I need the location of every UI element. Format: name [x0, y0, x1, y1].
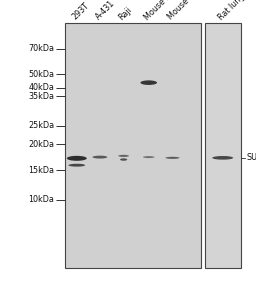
Text: A-431: A-431 [93, 0, 116, 22]
Ellipse shape [92, 156, 107, 158]
Bar [205, 23, 241, 268]
Text: 20kDa: 20kDa [28, 140, 55, 149]
Text: 15kDa: 15kDa [28, 166, 55, 175]
Text: 50kDa: 50kDa [28, 70, 55, 79]
Ellipse shape [69, 164, 85, 167]
Text: 70kDa: 70kDa [28, 44, 55, 53]
Text: Mouse lung: Mouse lung [142, 0, 181, 22]
Ellipse shape [67, 156, 87, 161]
Text: Rat lung: Rat lung [216, 0, 246, 22]
Ellipse shape [118, 155, 129, 157]
Text: 293T: 293T [70, 1, 91, 22]
Text: Mouse brain: Mouse brain [166, 0, 207, 22]
Text: Raji: Raji [117, 5, 134, 22]
Ellipse shape [120, 158, 127, 161]
Text: SUMO4: SUMO4 [246, 153, 256, 162]
Ellipse shape [143, 156, 154, 158]
Text: 40kDa: 40kDa [29, 83, 55, 92]
Text: 10kDa: 10kDa [29, 195, 55, 204]
Ellipse shape [165, 157, 179, 159]
Bar [65, 23, 201, 268]
Ellipse shape [140, 80, 157, 85]
Text: 25kDa: 25kDa [28, 121, 55, 130]
Text: 35kDa: 35kDa [28, 92, 55, 101]
Ellipse shape [212, 156, 233, 160]
